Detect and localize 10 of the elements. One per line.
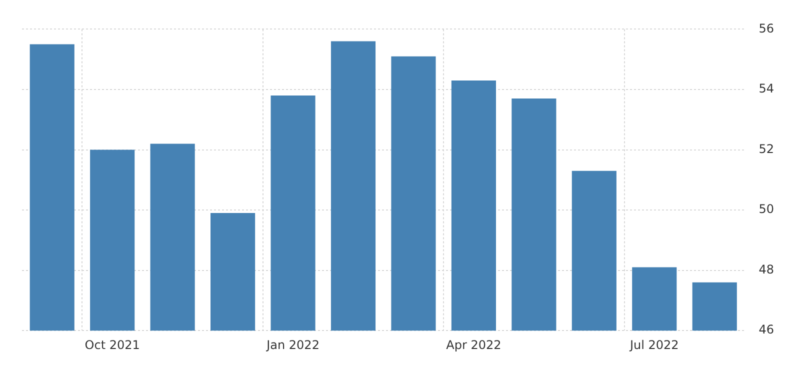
y-tick-label: 56: [758, 21, 774, 36]
y-tick-label: 52: [758, 142, 774, 156]
y-tick-label: 46: [758, 322, 774, 337]
x-tick-label: Apr 2022: [446, 338, 502, 352]
x-tick-label: Oct 2021: [84, 338, 140, 352]
y-tick-label: 50: [758, 202, 774, 216]
y-tick-label: 54: [758, 82, 774, 96]
y-tick-label: 48: [758, 262, 774, 276]
x-tick-label: Jan 2022: [266, 338, 320, 352]
x-tick-label: Jul 2022: [628, 338, 679, 352]
